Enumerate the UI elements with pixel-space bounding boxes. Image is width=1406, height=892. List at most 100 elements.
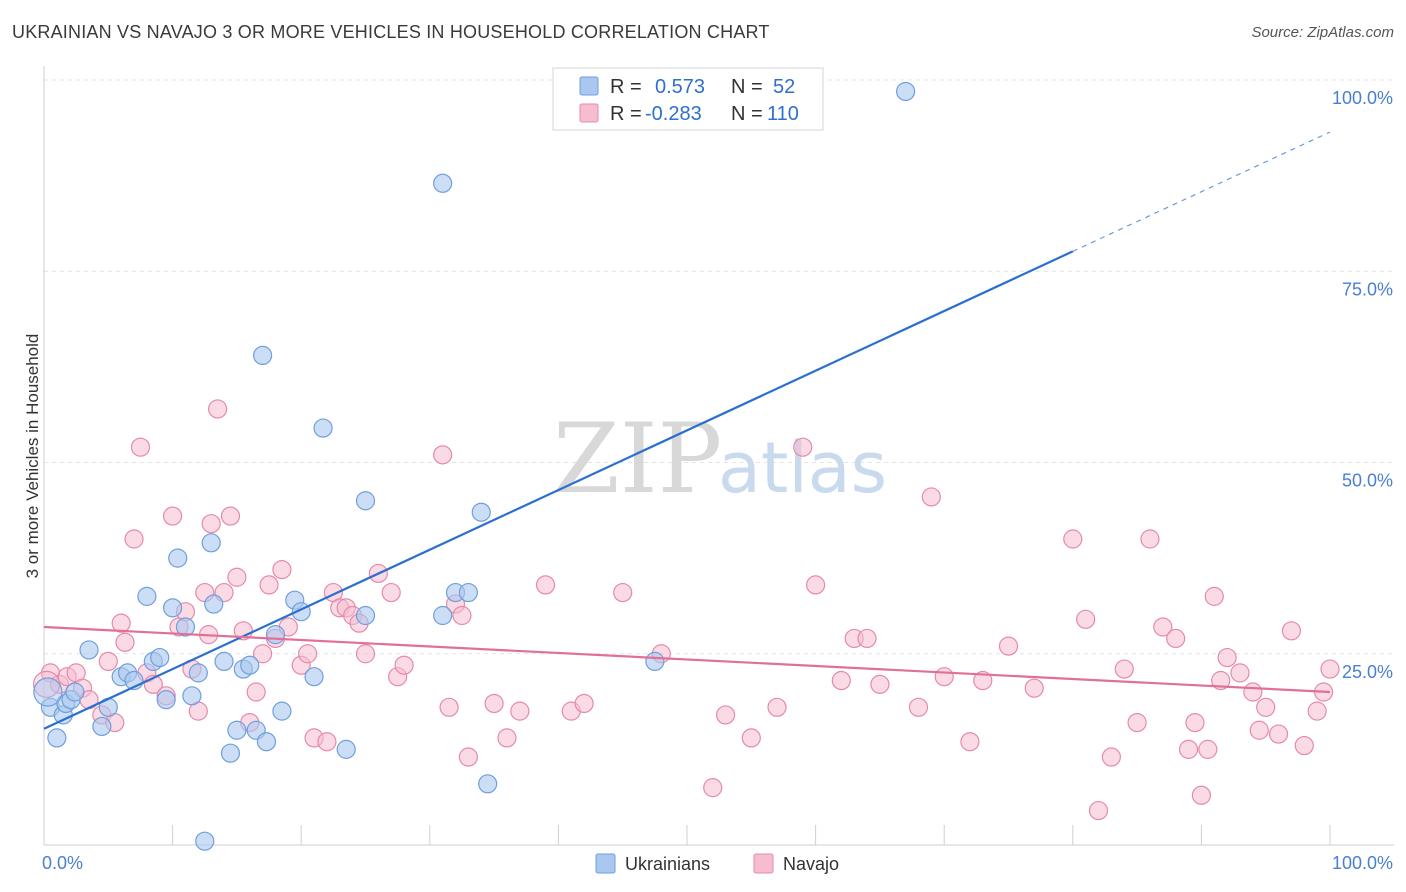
navajo-point-105 xyxy=(1320,659,1340,679)
navajo-point-60 xyxy=(574,693,594,714)
navajo-point-73 xyxy=(908,697,929,717)
navajo-point-12 xyxy=(130,437,151,457)
legend-r-value-2: -0.283 xyxy=(645,103,702,125)
legend-n-value-1: 52 xyxy=(773,76,795,98)
ukrainian-point-30 xyxy=(253,345,273,365)
ukrainian-point-21 xyxy=(195,831,215,851)
ukrainian-points xyxy=(33,81,916,851)
navajo-point-65 xyxy=(741,728,761,748)
navajo-point-30 xyxy=(246,682,266,702)
navajo-point-11 xyxy=(124,529,144,549)
navajo-point-101 xyxy=(1281,621,1302,641)
navajo-trend-line xyxy=(43,625,1331,694)
navajo-point-96 xyxy=(1230,663,1250,683)
navajo-point-92 xyxy=(1198,739,1218,759)
navajo-point-95 xyxy=(1217,647,1237,668)
navajo-point-88 xyxy=(1166,628,1186,649)
navajo-point-75 xyxy=(934,667,954,687)
navajo-point-51 xyxy=(439,697,459,717)
navajo-point-72 xyxy=(870,674,890,694)
ukrainian-point-7 xyxy=(92,716,112,737)
ukrainian-point-24 xyxy=(214,651,234,672)
source-label: Source: ZipAtlas.com xyxy=(1251,24,1394,41)
navajo-point-77 xyxy=(973,670,993,691)
ukrainian-point-45 xyxy=(471,502,491,522)
navajo-point-99 xyxy=(1256,697,1276,717)
navajo-point-31 xyxy=(253,644,273,664)
ukrainian-point-5 xyxy=(65,682,85,702)
legend-r-value-1: 0.573 xyxy=(655,76,705,98)
ukrainian-trend-line xyxy=(43,250,1074,730)
ukrainian-point-22 xyxy=(201,533,221,553)
ukrainian-point-25 xyxy=(220,743,241,763)
x-tick-label-0: 0.0% xyxy=(42,853,83,873)
navajo-point-64 xyxy=(715,705,736,725)
grid xyxy=(44,79,1394,655)
navajo-point-66 xyxy=(767,697,787,717)
watermark: ZIP atlas xyxy=(553,403,887,515)
axes xyxy=(43,66,1394,846)
ukrainian-point-31 xyxy=(256,732,277,752)
navajo-point-69 xyxy=(831,670,851,691)
y-axis-label: 3 or more Vehicles in Household xyxy=(23,334,42,579)
navajo-point-24 xyxy=(208,399,228,419)
navajo-point-16 xyxy=(163,506,183,526)
legend-n-label-1: N = xyxy=(731,76,763,98)
ukrainian-point-1 xyxy=(47,728,67,748)
navajo-point-27 xyxy=(227,567,247,587)
navajo-point-74 xyxy=(921,487,941,507)
ukrainian-point-36 xyxy=(304,667,324,687)
ukrainian-point-cluster xyxy=(33,677,63,707)
navajo-point-87 xyxy=(1153,617,1173,637)
navajo-point-54 xyxy=(458,747,478,767)
legend-swatch-blue xyxy=(579,76,599,96)
navajo-point-37 xyxy=(298,644,318,664)
navajo-point-47 xyxy=(381,582,401,603)
ukrainian-point-6 xyxy=(79,640,99,660)
ukrainian-point-28 xyxy=(240,655,260,675)
y-tick-label-75: 75.0% xyxy=(1342,279,1393,299)
navajo-point-83 xyxy=(1101,747,1121,767)
ukrainian-point-48 xyxy=(896,81,916,102)
ukrainian-point-46 xyxy=(478,774,498,794)
navajo-point-81 xyxy=(1076,609,1096,629)
bottom-legend-navajo: Navajo xyxy=(783,854,839,874)
x-tick-labels: 0.0% 100.0% xyxy=(42,853,1393,873)
navajo-point-23 xyxy=(201,514,221,534)
bottom-legend-swatch-navajo xyxy=(753,853,774,874)
ukrainian-point-41 xyxy=(433,173,453,193)
ukrainian-point-17 xyxy=(168,548,188,568)
ukrainian-point-26 xyxy=(227,720,247,740)
y-tick-label-100: 100.0% xyxy=(1332,88,1393,108)
navajo-point-80 xyxy=(1063,529,1083,549)
navajo-point-67 xyxy=(793,437,813,457)
ukrainian-point-16 xyxy=(163,598,183,618)
navajo-point-56 xyxy=(497,728,517,748)
navajo-point-89 xyxy=(1178,739,1199,759)
navajo-point-90 xyxy=(1185,712,1205,733)
navajo-point-45 xyxy=(355,644,376,664)
navajo-point-100 xyxy=(1268,724,1289,744)
navajo-point-50 xyxy=(433,445,453,465)
legend-swatch-pink xyxy=(579,103,599,123)
y-tick-labels: 25.0% 50.0% 75.0% 100.0% xyxy=(1332,88,1393,682)
chart-title: UKRAINIAN VS NAVAJO 3 OR MORE VEHICLES I… xyxy=(12,22,770,42)
watermark-zip: ZIP xyxy=(553,403,722,515)
navajo-point-103 xyxy=(1307,701,1327,721)
navajo-point-39 xyxy=(317,732,337,752)
navajo-point-82 xyxy=(1088,800,1109,821)
y-tick-label-25: 25.0% xyxy=(1342,662,1393,682)
navajo-point-94 xyxy=(1211,670,1231,691)
ukrainian-point-15 xyxy=(156,690,176,710)
y-tick-label-50: 50.0% xyxy=(1342,471,1393,491)
navajo-point-55 xyxy=(484,693,504,714)
navajo-point-91 xyxy=(1191,785,1212,805)
ukrainian-point-38 xyxy=(336,739,356,759)
navajo-point-61 xyxy=(613,582,633,603)
ukrainian-point-23 xyxy=(204,594,224,614)
bottom-legend: Ukrainians Navajo xyxy=(595,853,839,874)
navajo-point-68 xyxy=(805,575,826,595)
ukrainian-point-14 xyxy=(150,647,170,668)
ukrainian-trend-line-extension xyxy=(1072,131,1331,252)
